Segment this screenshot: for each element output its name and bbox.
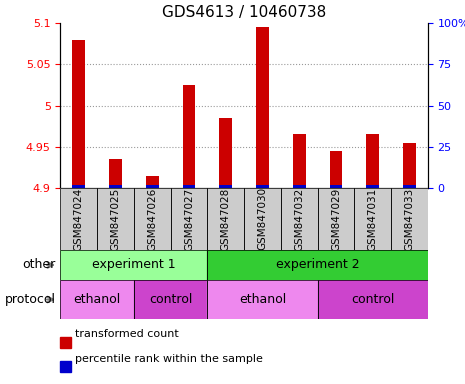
Bar bbox=[60, 250, 207, 280]
Bar bbox=[134, 280, 207, 319]
Bar bbox=[97, 188, 134, 250]
Text: percentile rank within the sample: percentile rank within the sample bbox=[75, 354, 263, 364]
Bar bbox=[293, 134, 306, 188]
Bar bbox=[281, 188, 318, 250]
Bar bbox=[207, 280, 318, 319]
Text: GSM847028: GSM847028 bbox=[221, 187, 231, 250]
Text: ethanol: ethanol bbox=[239, 293, 286, 306]
Bar bbox=[318, 280, 428, 319]
Bar bbox=[391, 188, 428, 250]
Bar bbox=[281, 188, 318, 250]
Bar bbox=[60, 188, 97, 250]
Bar bbox=[171, 188, 207, 250]
Bar bbox=[354, 188, 391, 250]
Text: GSM847033: GSM847033 bbox=[405, 187, 414, 250]
Bar bbox=[134, 188, 171, 250]
Bar bbox=[354, 188, 391, 250]
Bar bbox=[403, 185, 416, 188]
Bar bbox=[207, 188, 244, 250]
Bar bbox=[244, 188, 281, 250]
Bar bbox=[391, 188, 428, 250]
Bar bbox=[207, 280, 318, 319]
Bar bbox=[134, 280, 207, 319]
Text: GSM847024: GSM847024 bbox=[74, 187, 84, 250]
Bar bbox=[330, 185, 342, 188]
Bar bbox=[207, 250, 428, 280]
Bar bbox=[219, 185, 232, 188]
Bar bbox=[134, 188, 171, 250]
Text: other: other bbox=[22, 258, 56, 271]
Bar bbox=[366, 134, 379, 188]
Text: ethanol: ethanol bbox=[73, 293, 121, 306]
Bar bbox=[330, 151, 342, 188]
Bar bbox=[256, 27, 269, 188]
Text: GSM847027: GSM847027 bbox=[184, 187, 194, 250]
Bar bbox=[60, 250, 207, 280]
Bar bbox=[183, 85, 195, 188]
Text: GSM847032: GSM847032 bbox=[294, 187, 304, 250]
Bar bbox=[403, 143, 416, 188]
Bar bbox=[207, 188, 244, 250]
Bar bbox=[318, 280, 428, 319]
Bar bbox=[293, 185, 306, 188]
Text: GSM847026: GSM847026 bbox=[147, 187, 157, 250]
Bar bbox=[318, 188, 354, 250]
Bar bbox=[73, 185, 85, 188]
Text: transformed count: transformed count bbox=[75, 329, 179, 339]
Bar bbox=[219, 118, 232, 188]
Text: GSM847029: GSM847029 bbox=[331, 187, 341, 250]
Bar bbox=[109, 159, 122, 188]
Bar bbox=[146, 176, 159, 188]
Bar bbox=[97, 188, 134, 250]
Text: GSM847030: GSM847030 bbox=[258, 187, 267, 250]
Bar bbox=[146, 185, 159, 188]
Bar bbox=[109, 185, 122, 188]
Bar bbox=[60, 280, 134, 319]
Text: control: control bbox=[351, 293, 394, 306]
Text: experiment 2: experiment 2 bbox=[276, 258, 359, 271]
Bar bbox=[207, 250, 428, 280]
Bar bbox=[366, 185, 379, 188]
Bar bbox=[171, 188, 207, 250]
Text: protocol: protocol bbox=[5, 293, 56, 306]
Bar bbox=[60, 188, 97, 250]
Text: experiment 1: experiment 1 bbox=[92, 258, 176, 271]
Bar bbox=[183, 185, 195, 188]
Bar bbox=[318, 188, 354, 250]
Bar bbox=[256, 185, 269, 188]
Title: GDS4613 / 10460738: GDS4613 / 10460738 bbox=[162, 5, 326, 20]
Text: control: control bbox=[149, 293, 193, 306]
Text: GSM847025: GSM847025 bbox=[111, 187, 120, 250]
Bar bbox=[244, 188, 281, 250]
Bar bbox=[60, 280, 134, 319]
Text: GSM847031: GSM847031 bbox=[368, 187, 378, 250]
Bar bbox=[73, 40, 85, 188]
